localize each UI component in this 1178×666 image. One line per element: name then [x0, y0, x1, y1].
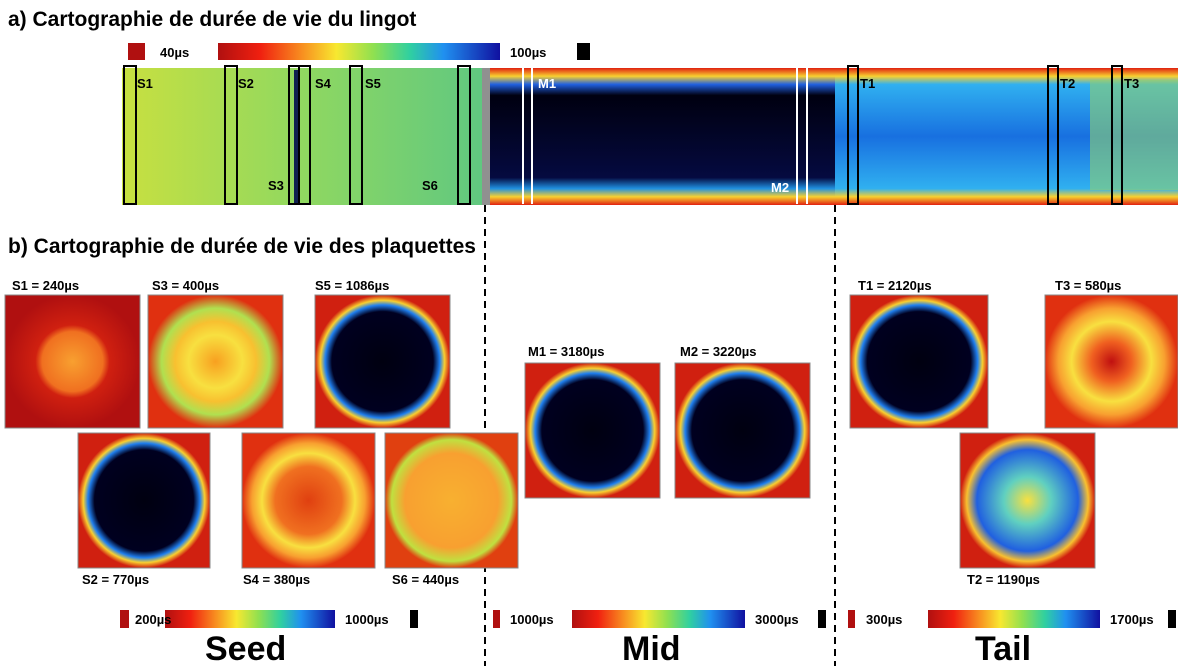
colorbar-max: 1000µs — [345, 612, 389, 627]
colorbar — [218, 43, 500, 60]
colorbar-min: 300µs — [866, 612, 902, 627]
ingot-label: S1 — [137, 76, 153, 91]
colorbar-min: 200µs — [135, 612, 171, 627]
group-label: Seed — [205, 630, 286, 666]
colorbar-mid — [493, 610, 826, 628]
ingot-label: M2 — [771, 180, 789, 195]
wafer-label: S4 = 380µs — [243, 572, 310, 587]
colorbar-min: 1000µs — [510, 612, 554, 627]
section-b-title: b) Cartographie de durée de vie des plaq… — [8, 235, 476, 258]
ingot-label: T2 — [1060, 76, 1075, 91]
wafer-label: T1 = 2120µs — [858, 278, 932, 293]
ingot-label: S2 — [238, 76, 254, 91]
colorbar-min: 40µs — [160, 45, 189, 60]
colorbar-tail — [848, 610, 1176, 628]
section-a-title: a) Cartographie de durée de vie du lingo… — [8, 8, 416, 31]
ingot-label: S3 — [268, 178, 284, 193]
wafers — [4, 294, 1178, 569]
wafer-label: S3 = 400µs — [152, 278, 219, 293]
wafer-label: S6 = 440µs — [392, 572, 459, 587]
wafer-label: S5 = 1086µs — [315, 278, 389, 293]
wafer-label: M2 = 3220µs — [680, 344, 757, 359]
wafer-label: T2 = 1190µs — [967, 572, 1040, 587]
colorbar-min-swatch — [128, 43, 145, 60]
wafer-label: T3 = 580µs — [1055, 278, 1121, 293]
wafer-label: S1 = 240µs — [12, 278, 79, 293]
ingot-label: T3 — [1124, 76, 1139, 91]
colorbar-seed — [120, 610, 418, 628]
group-label: Mid — [622, 630, 681, 666]
ingot — [122, 65, 1178, 205]
colorbar-max: 3000µs — [755, 612, 799, 627]
ingot-label: S5 — [365, 76, 381, 91]
wafer-label: M1 = 3180µs — [528, 344, 605, 359]
ingot-label: S4 — [315, 76, 332, 91]
colorbar-max-swatch — [577, 43, 590, 60]
group-label: Tail — [975, 630, 1031, 666]
ingot-label: T1 — [860, 76, 875, 91]
wafer-label: S2 = 770µs — [82, 572, 149, 587]
colorbar-max: 1700µs — [1110, 612, 1154, 627]
ingot-label: S6 — [422, 178, 438, 193]
ingot-label: M1 — [538, 76, 556, 91]
colorbar-max: 100µs — [510, 45, 546, 60]
